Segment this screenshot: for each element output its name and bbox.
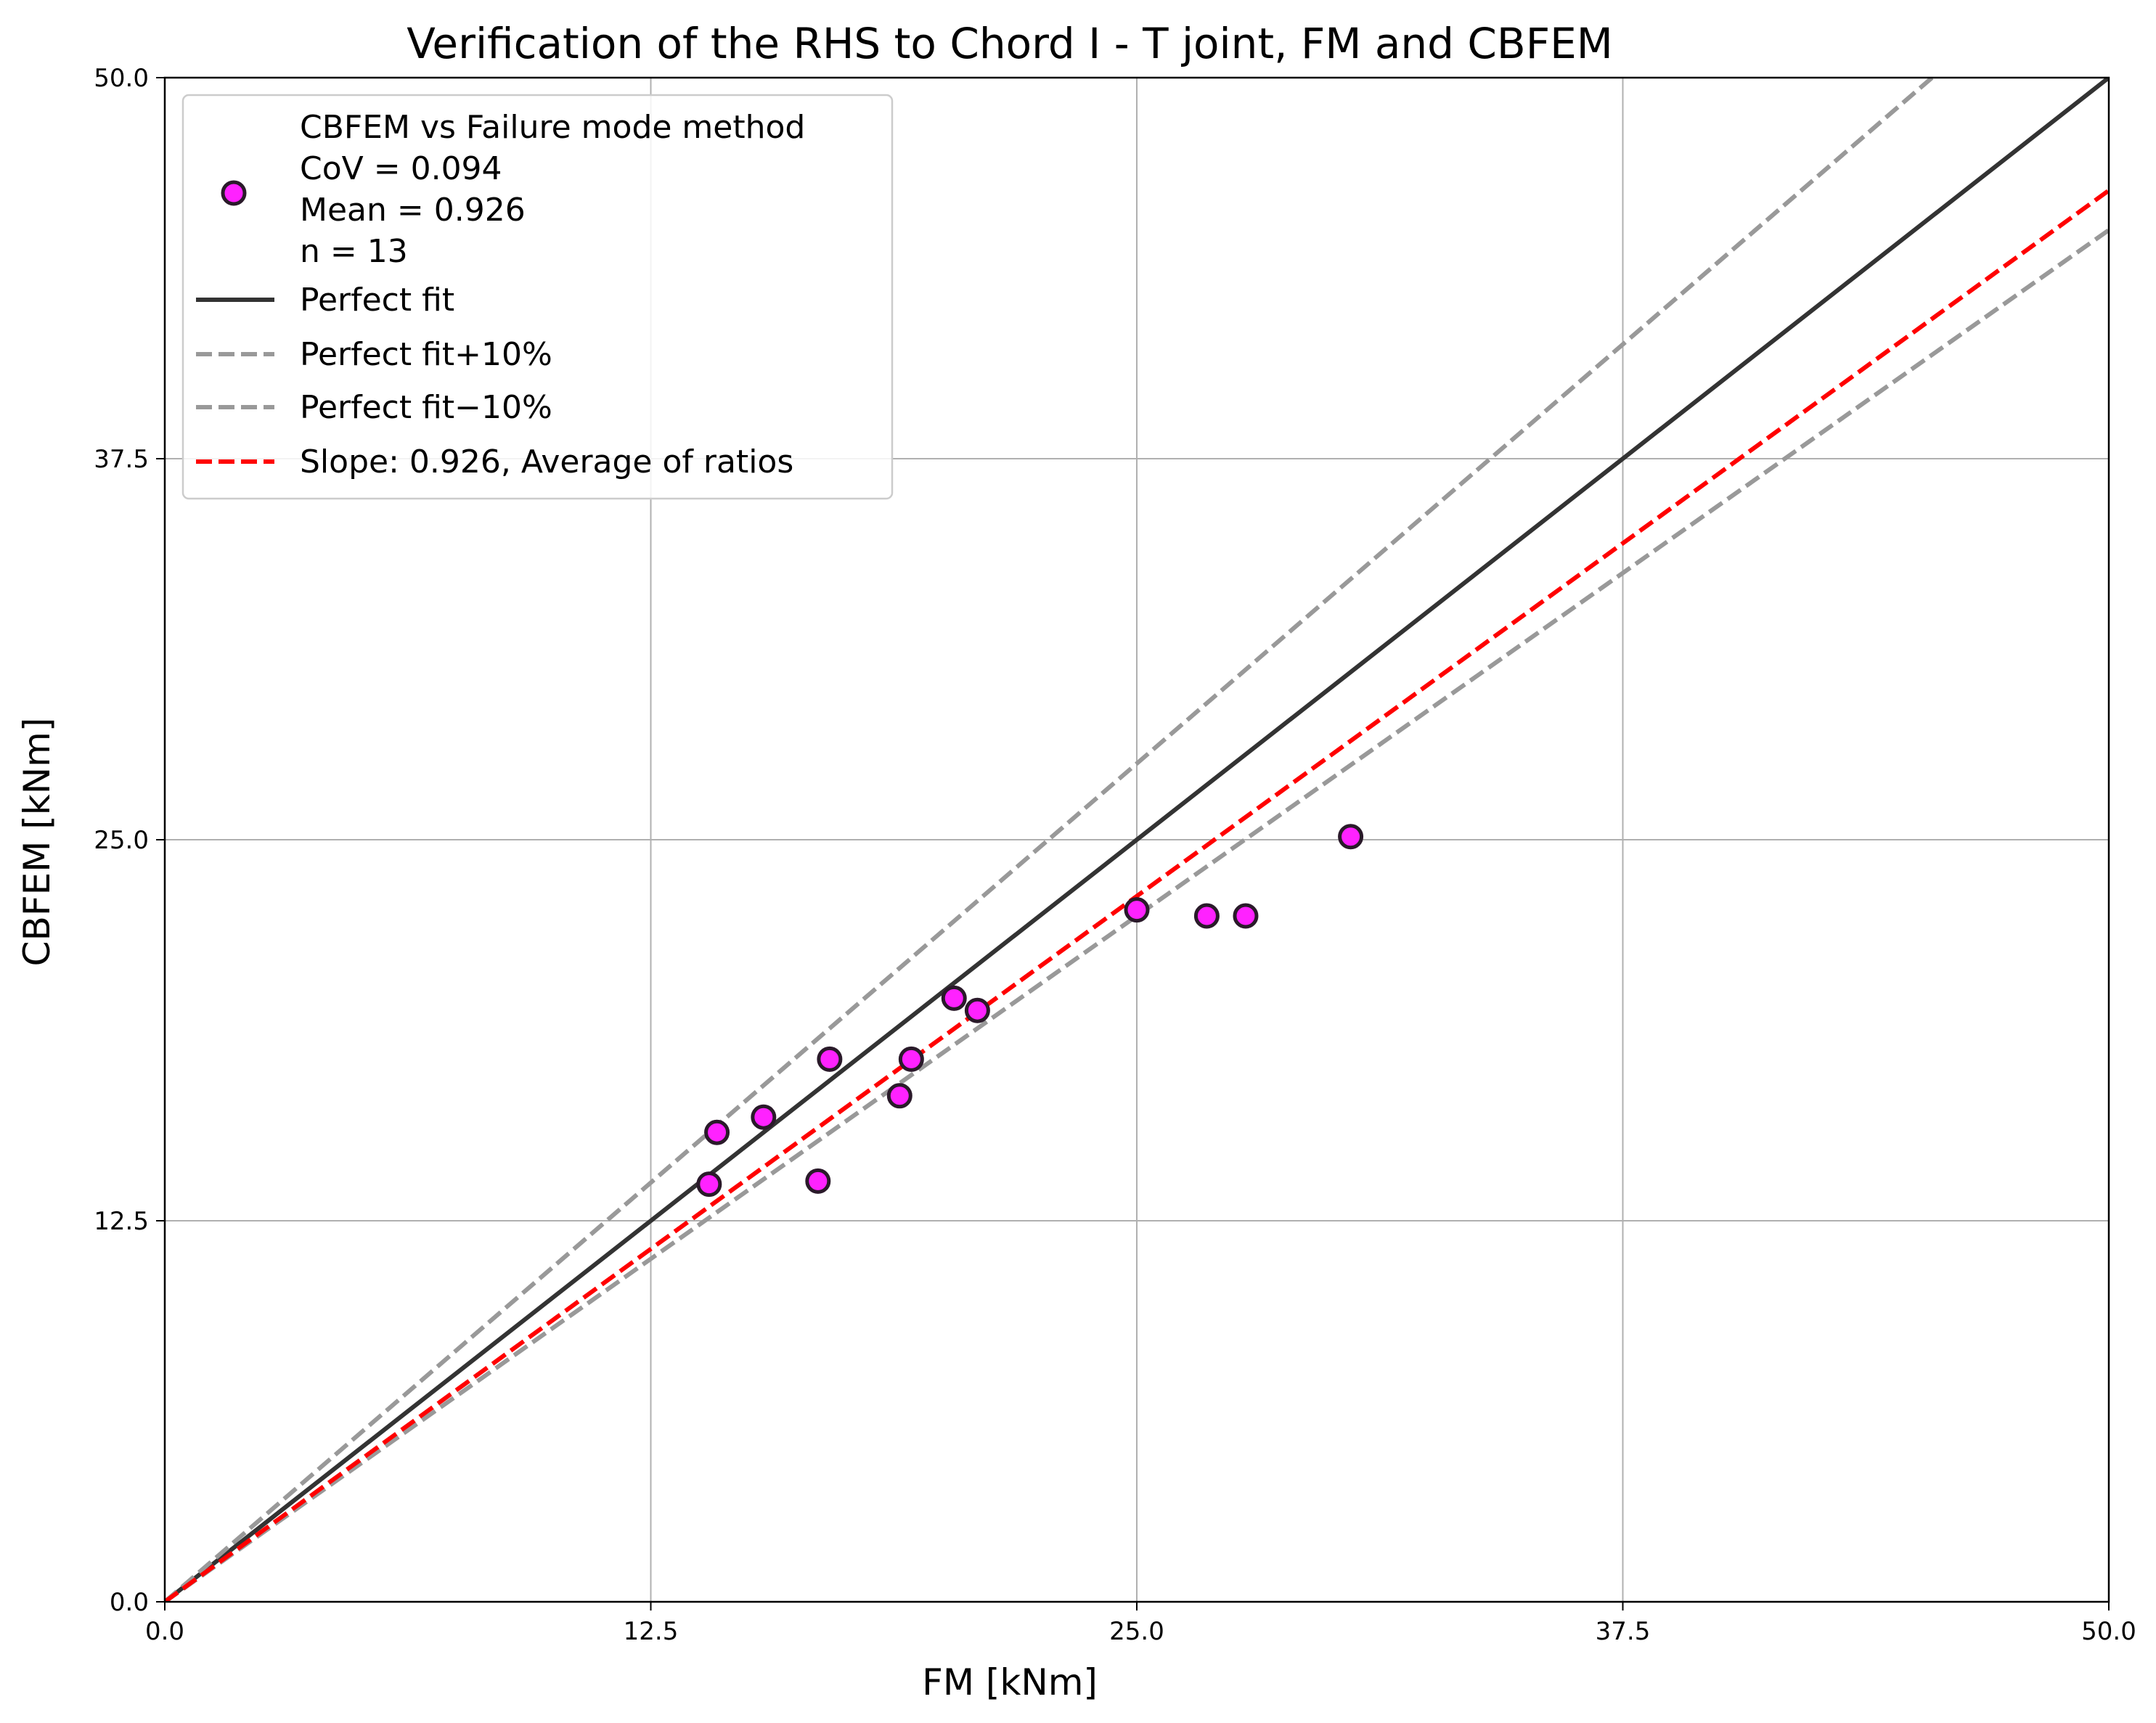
legend-label: Perfect fit+10% — [300, 336, 552, 373]
ticks: 0.0 12.5 25.0 37.5 50.0 0.0 12.5 25.0 37.5 50.0 — [94, 64, 2136, 1646]
reference-lines — [165, 78, 2109, 1602]
data-point — [1233, 903, 1259, 929]
legend-label: Slope: 0.926, Average of ratios — [300, 443, 793, 480]
series-line — [165, 188, 2109, 1602]
x-tick-label: 25.0 — [1109, 1617, 1164, 1646]
y-tick-label: 50.0 — [94, 64, 149, 93]
data-point — [817, 1046, 843, 1072]
y-tick-label: 12.5 — [94, 1207, 149, 1236]
data-point — [886, 1083, 912, 1109]
series-line — [165, 78, 2109, 1602]
y-axis-label: CBFEM [kNm] — [16, 718, 58, 967]
x-axis-label: FM [kNm] — [922, 1661, 1098, 1703]
x-tick-label: 12.5 — [624, 1617, 679, 1646]
legend-label: CBFEM vs Failure mode method CoV = 0.094 M… — [300, 109, 805, 270]
y-tick-label: 37.5 — [94, 445, 149, 474]
legend-label-line: CoV = 0.094 — [300, 150, 502, 187]
series-line — [165, 78, 1936, 1602]
data-point — [751, 1104, 777, 1130]
x-tick-label: 0.0 — [145, 1617, 184, 1646]
y-tick-label: 25.0 — [94, 826, 149, 855]
series-line — [165, 228, 2109, 1602]
legend-label-line: n = 13 — [300, 233, 408, 270]
data-point — [696, 1171, 722, 1198]
data-points — [696, 824, 1364, 1198]
y-tick-label: 0.0 — [110, 1588, 149, 1617]
legend-label: Perfect fit — [300, 282, 454, 319]
data-point — [1338, 824, 1364, 850]
x-tick-label: 50.0 — [2081, 1617, 2136, 1646]
legend-label-line: CBFEM vs Failure mode method — [300, 109, 805, 146]
legend: CBFEM vs Failure mode method CoV = 0.094 M… — [181, 94, 894, 500]
legend-box — [181, 94, 894, 500]
legend-label: Perfect fit−10% — [300, 389, 552, 426]
data-point — [704, 1119, 730, 1145]
x-tick-label: 37.5 — [1596, 1617, 1651, 1646]
data-point — [964, 997, 990, 1023]
data-point — [1193, 903, 1220, 929]
chart-title: Verification of the RHS to Chord I - T j… — [407, 19, 1613, 68]
legend-marker — [221, 180, 247, 206]
data-point — [941, 985, 967, 1011]
data-point — [805, 1168, 831, 1194]
legend-label-line: Mean = 0.926 — [300, 192, 526, 229]
data-point — [898, 1046, 924, 1072]
data-point — [1124, 897, 1150, 923]
